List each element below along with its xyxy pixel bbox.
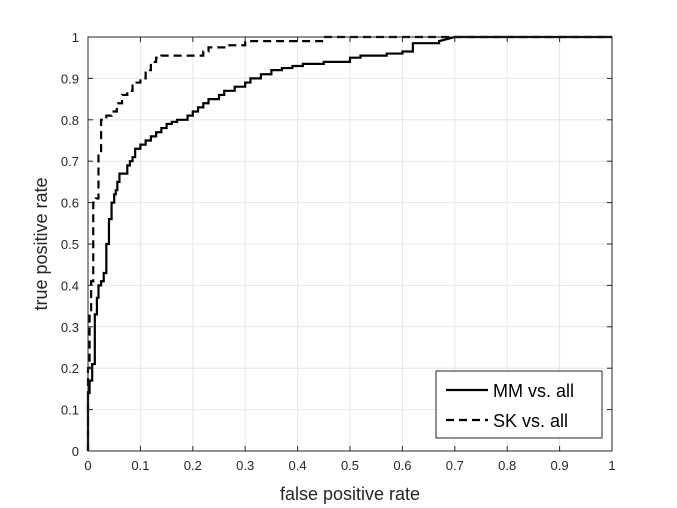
series-line-sk [86, 35, 612, 451]
y-tick-label: 1 [72, 30, 79, 45]
x-tick-label: 0.3 [236, 458, 254, 473]
y-tick-label: 0.2 [61, 361, 79, 376]
x-tick-label: 0 [84, 458, 91, 473]
x-tick-label: 0.2 [184, 458, 202, 473]
y-axis-label: true positive rate [31, 177, 51, 310]
legend-label-mm: MM vs. all [493, 381, 574, 401]
series-line-mm [86, 35, 612, 451]
legend: MM vs. all SK vs. all [435, 370, 603, 439]
ticks [87, 36, 613, 452]
x-tick-label: 1 [608, 458, 615, 473]
legend-label-sk: SK vs. all [493, 411, 568, 431]
x-axis-label: false positive rate [280, 484, 420, 504]
x-tick-label: 0.7 [446, 458, 464, 473]
x-tick-label: 0.6 [393, 458, 411, 473]
y-tick-label: 0 [72, 444, 79, 459]
x-tick-label: 0.8 [498, 458, 516, 473]
y-tick-label: 0.3 [61, 320, 79, 335]
x-tick-label: 0.4 [289, 458, 307, 473]
y-tick-label: 0.4 [61, 278, 79, 293]
tick-labels: 0 0.1 0.2 0.3 0.4 0.5 0.6 0.7 0.8 0.9 1 0 0.1 0.2 0.3 0… [61, 30, 616, 473]
series-layer [86, 35, 612, 451]
x-tick-label: 0.9 [551, 458, 569, 473]
y-tick-label: 0.7 [61, 154, 79, 169]
y-tick-label: 0.1 [61, 403, 79, 418]
y-tick-label: 0.8 [61, 113, 79, 128]
legend-box [435, 370, 603, 439]
y-tick-label: 0.9 [61, 71, 79, 86]
y-tick-label: 0.6 [61, 196, 79, 211]
x-tick-label: 0.5 [341, 458, 359, 473]
x-tick-label: 0.1 [131, 458, 149, 473]
y-tick-label: 0.5 [61, 237, 79, 252]
